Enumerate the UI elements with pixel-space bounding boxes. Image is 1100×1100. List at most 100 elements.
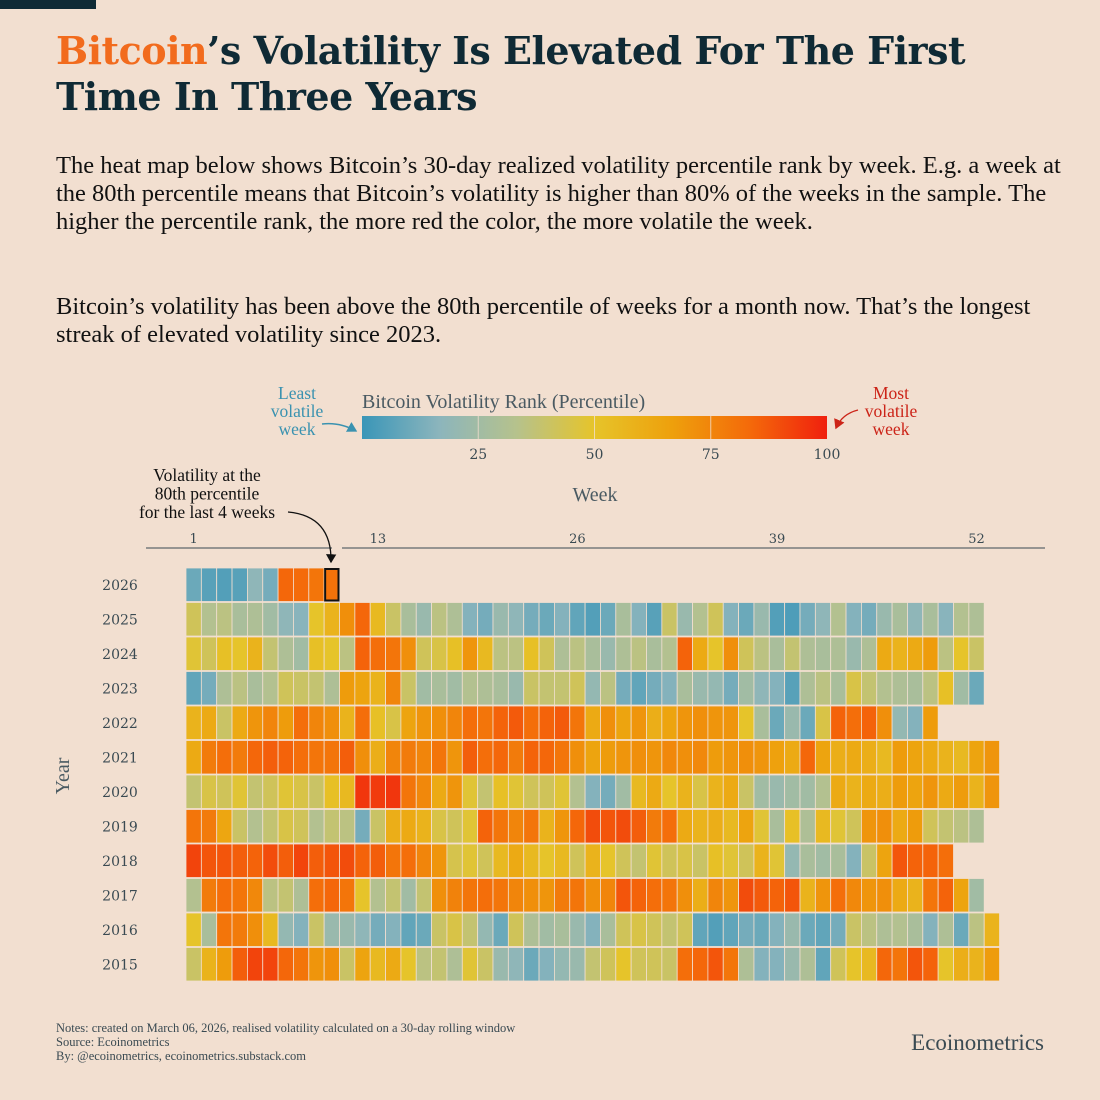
y-tick-label: 2025 <box>102 612 138 628</box>
heatmap-cell <box>492 636 509 671</box>
heatmap-cell <box>707 705 724 740</box>
heatmap-cell <box>461 705 479 740</box>
heatmap-cell <box>630 947 647 982</box>
heatmap-cell <box>477 809 494 844</box>
heatmap-cell <box>814 843 832 878</box>
heatmap-cell <box>431 843 448 878</box>
legend-low-label: volatile <box>271 401 324 421</box>
heatmap-cell <box>477 843 494 878</box>
heatmap-cell <box>922 705 939 740</box>
heatmap-cell <box>538 809 555 844</box>
heatmap-cell <box>523 843 540 878</box>
heatmap-cell <box>246 912 264 947</box>
x-tick-label: 1 <box>190 532 198 547</box>
heatmap-cell <box>216 705 233 740</box>
heatmap-cell <box>461 602 479 637</box>
heatmap-cell <box>722 947 740 982</box>
heatmap-cell <box>953 912 970 947</box>
title-accent: Bitcoin <box>56 28 208 73</box>
heatmap-cell <box>891 774 908 809</box>
heatmap-cell <box>983 774 1000 809</box>
heatmap-cell <box>814 602 832 637</box>
heatmap-cell <box>569 878 586 913</box>
heatmap-cell <box>216 740 233 775</box>
heatmap-cell <box>477 671 494 706</box>
heatmap-cell <box>600 636 617 671</box>
heatmap-cell <box>339 912 356 947</box>
heatmap-cell <box>646 636 663 671</box>
footer-note: Notes: created on March 06, 2026, realis… <box>56 1021 516 1035</box>
heatmap-cell <box>615 912 632 947</box>
heatmap-cell <box>799 705 816 740</box>
heatmap-cell <box>907 774 924 809</box>
heatmap-cell <box>768 947 786 982</box>
heatmap-cell <box>431 740 448 775</box>
heatmap-cell <box>339 671 356 706</box>
heatmap-cell <box>768 809 786 844</box>
heatmap-cell <box>554 809 571 844</box>
heatmap-cell <box>308 705 325 740</box>
heatmap-cell <box>707 774 724 809</box>
x-tick-label: 52 <box>968 532 985 547</box>
heatmap-cell <box>523 878 540 913</box>
heatmap-cell <box>661 774 678 809</box>
heatmap-cell <box>200 843 218 878</box>
heatmap-cell <box>231 671 248 706</box>
heatmap-cell <box>339 809 356 844</box>
heatmap-cell <box>707 671 724 706</box>
heatmap-cell <box>354 740 371 775</box>
heatmap-cell <box>477 774 494 809</box>
heatmap-cell <box>339 636 356 671</box>
heatmap-cell <box>354 947 371 982</box>
heatmap-cell <box>937 740 954 775</box>
heatmap-cell <box>630 671 647 706</box>
y-tick-label: 2020 <box>102 785 138 801</box>
heatmap-cell <box>707 912 724 947</box>
heatmap-cell <box>615 705 632 740</box>
heatmap-cell <box>262 671 279 706</box>
heatmap-cell <box>400 602 417 637</box>
heatmap-cell <box>461 878 479 913</box>
footer-by: By: @ecoinometrics, ecoinometrics.substa… <box>56 1049 306 1063</box>
heatmap-cell <box>922 809 939 844</box>
heatmap-cell <box>630 740 647 775</box>
heatmap-cell <box>907 947 924 982</box>
heatmap-cell <box>431 912 448 947</box>
heatmap-cell <box>753 947 770 982</box>
y-tick-label: 2018 <box>102 854 138 870</box>
heatmap-cell <box>922 740 939 775</box>
heatmap-cell <box>400 947 417 982</box>
heatmap-cell <box>246 878 264 913</box>
heatmap-cell <box>646 671 663 706</box>
heatmap-cell <box>507 774 525 809</box>
heatmap-cell <box>185 636 202 671</box>
heatmap-cell <box>692 912 709 947</box>
footer-notes: Notes: created on March 06, 2026, realis… <box>56 1021 515 1063</box>
heatmap-cell <box>937 636 954 671</box>
heatmap-cell <box>293 740 310 775</box>
heatmap-cell <box>738 809 755 844</box>
heatmap-cell <box>646 602 663 637</box>
heatmap-cell <box>799 912 816 947</box>
heatmap-cell <box>461 809 479 844</box>
heatmap-cell <box>953 878 970 913</box>
heatmap-cell <box>277 809 294 844</box>
heatmap-cell <box>692 602 709 637</box>
heatmap-cell <box>646 878 663 913</box>
heatmap-cell <box>200 602 218 637</box>
heatmap-cell <box>339 774 356 809</box>
heatmap-cell <box>538 671 555 706</box>
heatmap-cell <box>861 774 878 809</box>
heatmap-cell <box>477 947 494 982</box>
heatmap-cell <box>845 705 862 740</box>
legend-high-label: Most <box>873 383 909 403</box>
heatmap-cell <box>738 705 755 740</box>
heatmap-cell <box>415 774 433 809</box>
description-paragraph-2: Bitcoin’s volatility has been above the … <box>56 293 1031 348</box>
heatmap-cell <box>293 912 310 947</box>
heatmap-cell <box>569 843 586 878</box>
heatmap-cell <box>907 671 924 706</box>
heatmap-cell <box>262 705 279 740</box>
heatmap-cell <box>814 671 832 706</box>
heatmap-cell <box>861 740 878 775</box>
